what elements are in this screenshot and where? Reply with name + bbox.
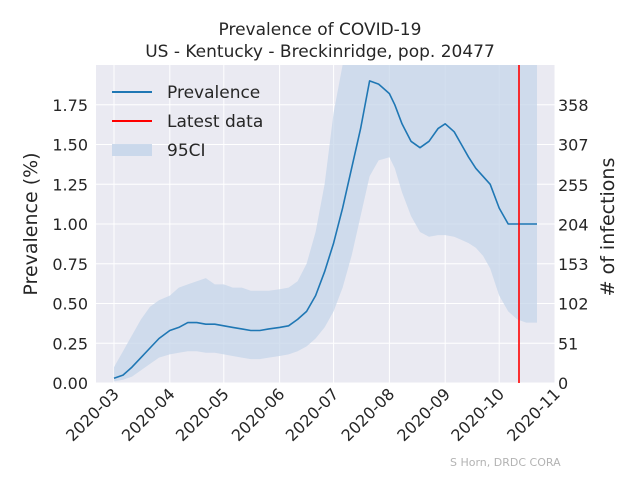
y-tick-label: 1.25 <box>52 175 88 194</box>
y-tick-label: 1.75 <box>52 96 88 115</box>
y2-tick-label: 51 <box>558 334 578 353</box>
prevalence-line <box>113 80 537 379</box>
legend-label: 95CI <box>167 141 206 161</box>
y-tick-label: 0.00 <box>52 374 88 393</box>
x-tick-label: 2020-08 <box>338 384 399 445</box>
y2-tick-label: 358 <box>558 96 589 115</box>
y-tick-label: 1.00 <box>52 215 88 234</box>
y-tick-label: 0.75 <box>52 255 88 274</box>
y2-tick-label: 255 <box>558 176 589 195</box>
y-tick-label: 1.50 <box>52 136 88 155</box>
x-tick-label: 2020-04 <box>118 384 179 445</box>
x-tick-label: 2020-06 <box>228 384 289 445</box>
y2-tick-label: 307 <box>558 135 589 154</box>
y-tick-label: 0.25 <box>52 334 88 353</box>
y2-tick-label: 0 <box>558 374 568 393</box>
y2-tick-label: 153 <box>558 255 589 274</box>
y2-tick-label: 102 <box>558 295 589 314</box>
y2-axis-label: # of infections <box>597 158 619 297</box>
legend-label: Prevalence <box>167 83 260 103</box>
x-tick-label: 2020-05 <box>172 384 233 445</box>
chart-title: Prevalence of COVID-19 <box>218 20 422 40</box>
legend-label: Latest data <box>167 112 263 132</box>
y-tick-label: 0.50 <box>52 295 88 314</box>
x-tick-label: 2020-11 <box>503 384 564 445</box>
legend-ci-swatch <box>112 144 152 156</box>
x-tick-label: 2020-07 <box>282 384 343 445</box>
y-axis-label: Prevalence (%) <box>20 152 42 295</box>
x-tick-label: 2020-09 <box>393 384 454 445</box>
credit-text: S Horn, DRDC CORA <box>450 456 561 469</box>
chart-subtitle: US - Kentucky - Breckinridge, pop. 20477 <box>145 42 495 62</box>
x-tick-label: 2020-03 <box>62 384 123 445</box>
ci-band <box>114 65 537 382</box>
x-tick-label: 2020-10 <box>447 384 508 445</box>
y2-tick-label: 204 <box>558 215 589 234</box>
